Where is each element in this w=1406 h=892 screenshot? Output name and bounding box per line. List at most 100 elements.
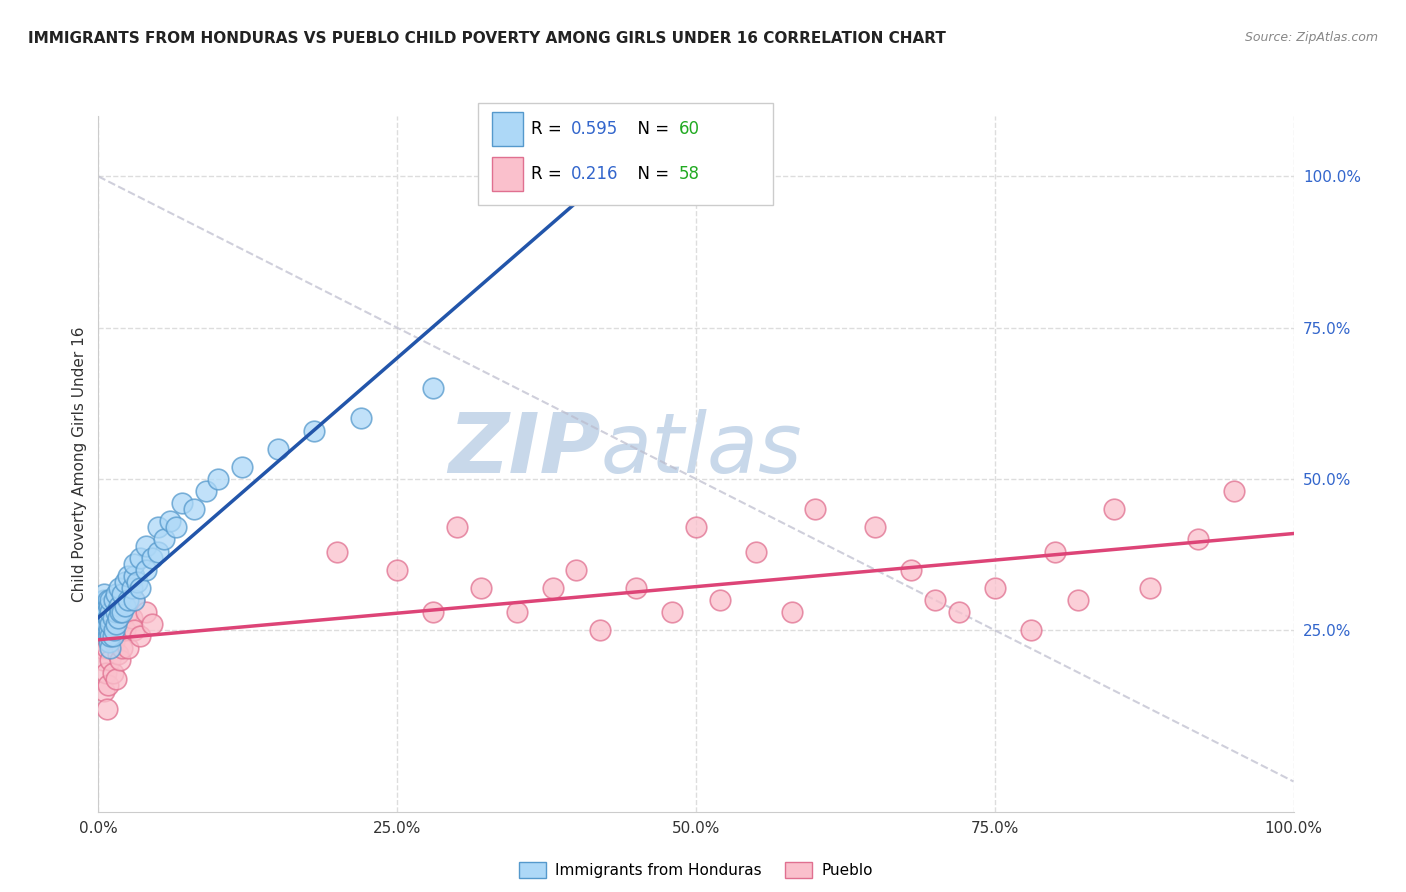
Y-axis label: Child Poverty Among Girls Under 16: Child Poverty Among Girls Under 16 — [72, 326, 87, 601]
Point — [93, 599, 115, 613]
Legend: Immigrants from Honduras, Pueblo: Immigrants from Honduras, Pueblo — [513, 856, 879, 884]
Point — [107, 617, 129, 632]
Point — [129, 550, 152, 565]
Point — [114, 624, 136, 638]
Point — [98, 611, 121, 625]
Point — [105, 617, 128, 632]
Point — [107, 581, 129, 595]
Point — [114, 574, 136, 589]
Point — [148, 544, 170, 558]
Point — [94, 665, 117, 680]
Point — [105, 605, 128, 619]
Point — [107, 599, 129, 613]
Point — [709, 593, 731, 607]
Point — [97, 617, 120, 632]
Point — [135, 539, 157, 553]
Point — [103, 593, 125, 607]
Point — [804, 502, 827, 516]
Point — [97, 593, 120, 607]
Point — [141, 550, 163, 565]
Point — [98, 629, 122, 643]
Point — [108, 653, 131, 667]
Point — [98, 605, 122, 619]
Point — [101, 665, 124, 680]
Point — [111, 587, 134, 601]
Text: Source: ZipAtlas.com: Source: ZipAtlas.com — [1244, 31, 1378, 45]
Text: 0.216: 0.216 — [571, 165, 619, 183]
Point — [661, 605, 683, 619]
Point — [135, 563, 157, 577]
Point — [1222, 484, 1246, 499]
Point — [117, 593, 139, 607]
Point — [129, 581, 152, 595]
Point — [121, 581, 143, 595]
Point — [91, 641, 114, 656]
Point — [103, 635, 125, 649]
Point — [506, 605, 529, 619]
Point — [685, 520, 707, 534]
Point — [117, 641, 139, 656]
Point — [97, 678, 120, 692]
Point — [114, 599, 136, 613]
Point — [780, 605, 803, 619]
Point — [231, 459, 253, 474]
Point — [111, 605, 134, 619]
Point — [121, 611, 143, 625]
Point — [350, 411, 373, 425]
Point — [93, 587, 115, 601]
Point — [125, 574, 148, 589]
Point — [97, 629, 120, 643]
Point — [1043, 544, 1066, 558]
Point — [117, 568, 139, 582]
Point — [1067, 593, 1090, 607]
Point — [93, 624, 115, 638]
Text: 58: 58 — [679, 165, 700, 183]
Point — [422, 381, 444, 395]
Point — [98, 617, 122, 632]
Point — [117, 605, 139, 619]
Point — [105, 587, 128, 601]
Point — [624, 581, 647, 595]
Point — [326, 544, 349, 558]
Point — [98, 629, 122, 643]
Point — [183, 502, 205, 516]
Point — [924, 593, 946, 607]
Point — [93, 683, 115, 698]
Point — [446, 520, 468, 534]
Point — [267, 442, 290, 456]
Text: R =: R = — [531, 120, 568, 138]
Point — [98, 624, 121, 638]
Point — [124, 624, 146, 638]
Point — [98, 641, 122, 656]
Point — [98, 593, 122, 607]
Point — [172, 496, 194, 510]
Point — [124, 593, 146, 607]
Text: N =: N = — [627, 165, 675, 183]
Point — [101, 629, 124, 643]
Point — [97, 611, 120, 625]
Point — [93, 593, 115, 607]
Point — [194, 484, 217, 499]
Point — [111, 641, 134, 656]
Point — [105, 611, 128, 625]
Point — [207, 472, 229, 486]
Point — [565, 563, 588, 577]
Text: IMMIGRANTS FROM HONDURAS VS PUEBLO CHILD POVERTY AMONG GIRLS UNDER 16 CORRELATIO: IMMIGRANTS FROM HONDURAS VS PUEBLO CHILD… — [28, 31, 946, 46]
Point — [93, 611, 115, 625]
Point — [900, 563, 922, 577]
Point — [96, 702, 118, 716]
Point — [159, 514, 181, 528]
Point — [541, 581, 564, 595]
Point — [1187, 533, 1209, 547]
Text: 60: 60 — [679, 120, 700, 138]
Point — [101, 611, 124, 625]
Point — [422, 605, 444, 619]
Point — [108, 605, 131, 619]
Point — [302, 424, 325, 438]
Point — [96, 617, 118, 632]
Point — [165, 520, 187, 534]
Point — [148, 520, 170, 534]
Point — [103, 624, 125, 638]
Point — [111, 593, 134, 607]
Point — [107, 611, 129, 625]
